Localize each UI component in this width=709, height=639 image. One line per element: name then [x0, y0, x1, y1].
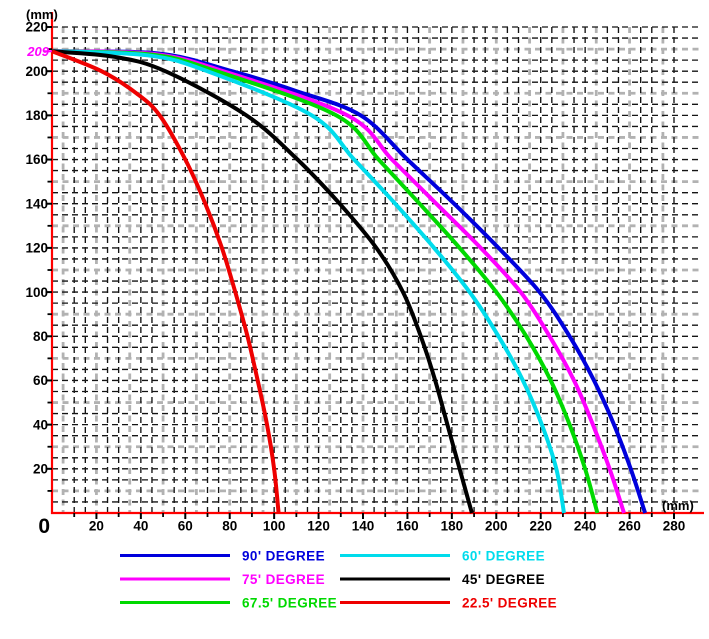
curve-90-degree — [51, 49, 648, 514]
y-tick-label: 20 — [33, 462, 48, 477]
curve-22-5-degree — [51, 49, 281, 514]
y-tick-label: 80 — [33, 329, 48, 344]
legend-item: 75' DEGREE — [120, 572, 325, 587]
y-tick-label: 140 — [25, 196, 48, 211]
legend-label: 22.5' DEGREE — [462, 595, 557, 610]
axes-layer — [50, 12, 704, 515]
legend-label: 90' DEGREE — [242, 548, 325, 563]
curve-67-5-degree — [51, 49, 600, 514]
x-tick-label: 80 — [222, 519, 237, 534]
curve-45-degree — [51, 49, 474, 514]
legend-item: 22.5' DEGREE — [340, 595, 557, 610]
legend-label: 67.5' DEGREE — [242, 595, 337, 610]
grid-layer — [52, 26, 700, 513]
legend-item: 60' DEGREE — [340, 548, 545, 563]
x-axis-unit-label: (mm) — [662, 498, 694, 513]
legend-label: 60' DEGREE — [462, 548, 545, 563]
curve-60-degree — [51, 49, 566, 514]
legend-label: 45' DEGREE — [462, 572, 545, 587]
y-tick-label: 160 — [25, 152, 48, 167]
x-tick-label: 280 — [663, 519, 686, 534]
x-tick-label: 140 — [352, 519, 375, 534]
x-tick-label: 180 — [441, 519, 464, 534]
tick-layer — [43, 26, 675, 519]
x-tick-label: 20 — [89, 519, 104, 534]
y-tick-label: 60 — [33, 373, 48, 388]
y-tick-label: 200 — [25, 64, 48, 79]
x-tick-label: 40 — [133, 519, 148, 534]
legend-item: 67.5' DEGREE — [120, 595, 337, 610]
legend-item: 90' DEGREE — [120, 548, 325, 563]
x-tick-label: 120 — [307, 519, 330, 534]
x-tick-label: 220 — [529, 519, 552, 534]
x-tick-label: 60 — [178, 519, 193, 534]
x-tick-label: 260 — [618, 519, 641, 534]
x-tick-label: 100 — [263, 519, 286, 534]
x-tick-label: 200 — [485, 519, 508, 534]
y-tick-label: 220 — [25, 20, 48, 35]
start-value-209-label: 209 — [26, 44, 49, 59]
legend: 90' DEGREE 75' DEGREE 67.5' DEGREE 60' DEGR… — [120, 548, 557, 610]
y-axis-unit-label: (mm) — [26, 7, 58, 22]
y-tick-label: 120 — [25, 241, 48, 256]
origin-zero-label: 0 — [38, 515, 50, 538]
x-tick-label: 160 — [396, 519, 419, 534]
legend-label: 75' DEGREE — [242, 572, 325, 587]
y-tick-label: 100 — [25, 285, 48, 300]
x-tick-label: 240 — [574, 519, 597, 534]
tick-label-layer: 20 40 60 80 100 120 140 160 180 200 220 240 260 280 20… — [25, 20, 685, 534]
legend-item: 45' DEGREE — [340, 572, 545, 587]
y-tick-label: 40 — [33, 417, 48, 432]
curve-layer — [51, 49, 648, 514]
curve-75-degree — [51, 49, 626, 514]
y-tick-label: 180 — [25, 108, 48, 123]
